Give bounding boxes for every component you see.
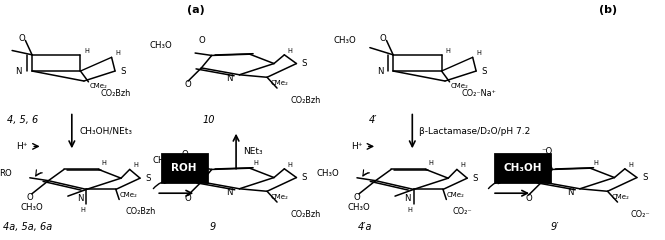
Text: O: O — [27, 193, 33, 202]
Text: CH₃O: CH₃O — [334, 36, 356, 45]
Text: CH₃O: CH₃O — [317, 169, 339, 179]
Text: 4a, 5a, 6a: 4a, 5a, 6a — [3, 222, 53, 232]
Text: H: H — [80, 207, 86, 213]
Text: S: S — [146, 174, 151, 183]
Text: O: O — [525, 194, 532, 203]
Text: H: H — [288, 48, 293, 54]
Text: CMe₂: CMe₂ — [271, 80, 289, 86]
Text: NEt₃: NEt₃ — [243, 147, 263, 156]
Text: O: O — [185, 80, 192, 89]
Text: CH₃OH: CH₃OH — [503, 163, 542, 173]
Text: CO₂⁻: CO₂⁻ — [631, 210, 650, 219]
Text: CH₃OH/NEt₃: CH₃OH/NEt₃ — [80, 127, 133, 136]
Text: H: H — [253, 160, 258, 166]
Text: 9: 9 — [209, 222, 215, 232]
Text: H: H — [84, 48, 89, 54]
Text: H: H — [288, 162, 293, 168]
Text: 4′a: 4′a — [358, 222, 372, 232]
Text: H: H — [446, 48, 450, 54]
Text: H: H — [594, 160, 598, 166]
Text: N: N — [76, 194, 83, 203]
Text: H⁺: H⁺ — [17, 142, 28, 151]
Text: CMe₂: CMe₂ — [89, 84, 107, 90]
Text: H: H — [408, 207, 413, 213]
Text: CH₃O: CH₃O — [152, 156, 175, 165]
Text: CMe₂: CMe₂ — [271, 194, 289, 200]
Text: 4′: 4′ — [369, 115, 378, 125]
Text: CH₃O: CH₃O — [348, 203, 370, 212]
Text: H⁺: H⁺ — [351, 142, 362, 151]
Text: CO₂Bzh: CO₂Bzh — [100, 89, 131, 98]
Text: CO₂Bzh: CO₂Bzh — [291, 210, 321, 219]
Text: CMe₂: CMe₂ — [450, 84, 468, 90]
Text: ⁻O: ⁻O — [541, 147, 553, 156]
Text: H: H — [477, 50, 481, 56]
Text: S: S — [642, 173, 648, 182]
Text: N: N — [404, 194, 410, 203]
Text: H: H — [133, 162, 138, 168]
Text: S: S — [120, 66, 126, 76]
Text: S: S — [302, 173, 307, 182]
Text: S: S — [481, 66, 487, 76]
Text: CO₂⁻: CO₂⁻ — [453, 207, 473, 216]
FancyBboxPatch shape — [495, 154, 550, 182]
Text: CO₂Bzh: CO₂Bzh — [291, 96, 321, 105]
Text: ROH: ROH — [172, 163, 197, 173]
Text: CMe₂: CMe₂ — [447, 192, 465, 198]
Text: N: N — [226, 188, 233, 197]
Text: CO₂Bzh: CO₂Bzh — [126, 207, 156, 216]
Text: H: H — [101, 160, 106, 166]
Text: H: H — [428, 160, 434, 166]
Text: H: H — [116, 50, 120, 56]
Text: N: N — [226, 74, 233, 83]
Text: N: N — [567, 188, 573, 197]
Text: CO₂⁻Na⁺: CO₂⁻Na⁺ — [462, 89, 496, 98]
Text: O: O — [198, 36, 205, 45]
Text: S: S — [302, 59, 307, 68]
Text: 9′: 9′ — [551, 222, 559, 232]
Text: 10: 10 — [203, 115, 215, 125]
Text: H: H — [628, 162, 633, 168]
Text: CH₃O: CH₃O — [21, 203, 43, 212]
Text: N: N — [376, 66, 383, 76]
Text: CMe₂: CMe₂ — [612, 194, 629, 200]
Text: S: S — [473, 174, 478, 183]
Text: (a): (a) — [188, 5, 205, 15]
Text: O: O — [182, 150, 188, 159]
FancyBboxPatch shape — [162, 154, 207, 182]
Text: CMe₂: CMe₂ — [120, 192, 138, 198]
Text: CH₃O: CH₃O — [149, 41, 172, 50]
Text: 4, 5, 6: 4, 5, 6 — [7, 115, 38, 125]
Text: O: O — [19, 34, 25, 42]
Text: O: O — [185, 194, 192, 203]
Text: O: O — [354, 193, 360, 202]
Text: O: O — [380, 34, 386, 42]
Text: β-Lactamase/D₂O/pH 7.2: β-Lactamase/D₂O/pH 7.2 — [419, 127, 530, 136]
Text: N: N — [15, 66, 22, 76]
Text: (b): (b) — [599, 5, 618, 15]
Text: RO: RO — [0, 169, 12, 179]
Text: H: H — [460, 162, 465, 168]
